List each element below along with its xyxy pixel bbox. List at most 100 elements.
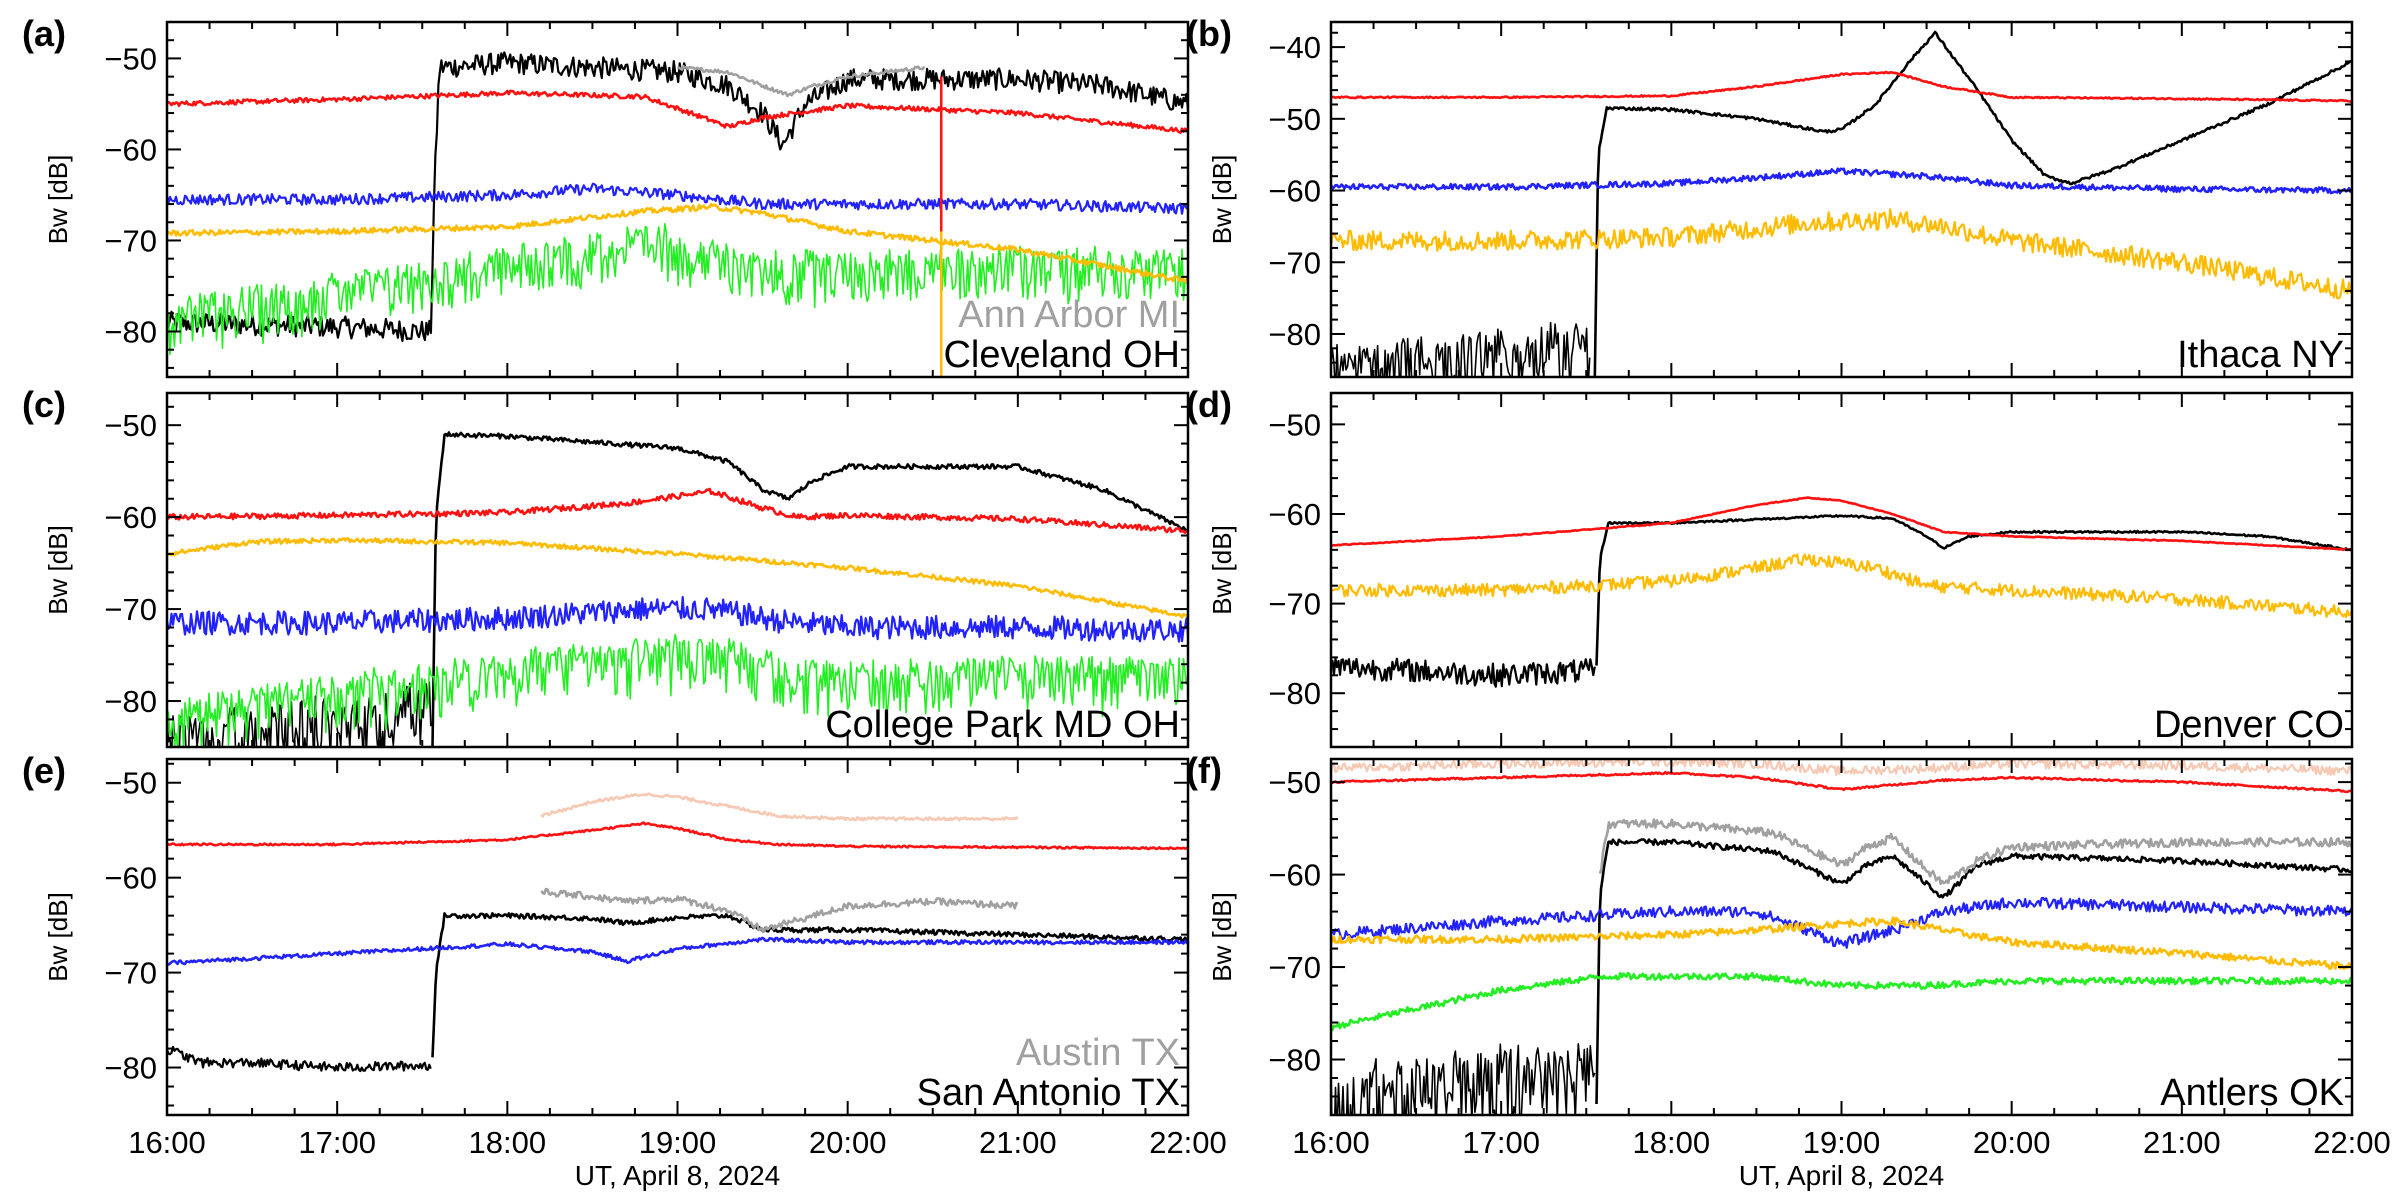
series-red-2 xyxy=(1331,496,2352,552)
x-tick-label: 16:00 xyxy=(128,1125,206,1160)
series-red-2 xyxy=(167,89,1188,134)
y-axis-title: Bw [dB] xyxy=(1207,892,1237,982)
y-tick-label: −50 xyxy=(1268,765,1321,800)
series-orange-4 xyxy=(1331,208,2352,300)
series-orange-3 xyxy=(167,537,1188,619)
x-tick-label: 21:00 xyxy=(979,1125,1057,1160)
series-green-5 xyxy=(167,633,1188,747)
series-red-1 xyxy=(1331,770,2352,794)
y-tick-label: −60 xyxy=(104,500,157,535)
y-tick-label: −70 xyxy=(1268,950,1321,985)
y-tick-label: −40 xyxy=(1268,30,1321,65)
panel-frame xyxy=(1329,757,2354,1117)
series-green-7 xyxy=(1331,971,2352,1032)
panel-letter: (a) xyxy=(22,13,66,54)
series-gray-4 xyxy=(540,887,1018,934)
series-blue-5 xyxy=(167,936,1188,966)
series-black-1 xyxy=(1593,30,2352,377)
x-tick-label: 20:00 xyxy=(1973,1125,2051,1160)
y-tick-label: −50 xyxy=(1268,102,1321,137)
y-tick-label: −80 xyxy=(104,1051,157,1086)
series-gray-4 xyxy=(1598,818,2352,885)
series-green-4 xyxy=(167,223,1188,356)
y-axis-title: Bw [dB] xyxy=(1207,155,1237,245)
station-label: Cleveland OH xyxy=(943,334,1180,376)
panel-0: −80 −70 −60 −50 Bw [dB] (a) Ann Arbor MIClevel… xyxy=(22,13,1190,379)
panel-letter: (c) xyxy=(22,384,66,425)
y-tick-label: −60 xyxy=(1268,858,1321,893)
y-tick-label: −60 xyxy=(1268,174,1321,209)
series-black-1 xyxy=(431,431,1188,747)
y-tick-label: −70 xyxy=(1268,587,1321,622)
series-red-2 xyxy=(1331,70,2352,103)
series-orange-3 xyxy=(1331,553,2352,619)
x-tick-label: 18:00 xyxy=(1633,1125,1711,1160)
series-black-0 xyxy=(167,1045,432,1073)
y-axis-title: Bw [dB] xyxy=(43,892,73,982)
plot-area xyxy=(1331,30,2352,377)
y-axis-title: Bw [dB] xyxy=(43,525,73,615)
series-blue-3 xyxy=(1331,167,2352,195)
x-tick-label: 17:00 xyxy=(298,1125,376,1160)
y-tick-label: −70 xyxy=(104,592,157,627)
series-orange-5 xyxy=(167,202,1188,285)
station-label: Ithaca NY xyxy=(2177,334,2344,376)
station-label: Ann Arbor MI xyxy=(958,294,1180,336)
y-axis-title: Bw [dB] xyxy=(1207,525,1237,615)
panel-1: −80 −70 −60 −50 −40 Bw [dB] (b) Ithaca NY xyxy=(1186,13,2354,379)
y-tick-label: −70 xyxy=(1268,245,1321,280)
x-tick-label: 18:00 xyxy=(469,1125,547,1160)
y-tick-label: −80 xyxy=(1268,317,1321,352)
panel-letter: (e) xyxy=(22,750,66,791)
panel-2: −80 −70 −60 −50 Bw [dB] (c) College Park MD OH xyxy=(22,384,1190,749)
plot-area xyxy=(167,51,1188,377)
station-label: Austin TX xyxy=(1016,1032,1180,1074)
station-label: College Park MD OH xyxy=(825,704,1180,746)
x-tick-label: 21:00 xyxy=(2143,1125,2221,1160)
y-tick-label: −80 xyxy=(104,684,157,719)
series-black-0 xyxy=(1331,321,1591,377)
x-tick-label: 22:00 xyxy=(2313,1125,2391,1160)
series-black-0 xyxy=(167,51,1188,342)
panel-5: −80 −70 −60 −50 16:00 17:00 18:00 19:00 20:00 21:… xyxy=(1186,750,2391,1191)
series-blue-5 xyxy=(1331,896,2352,949)
y-axis-title: Bw [dB] xyxy=(43,155,73,245)
y-tick-label: −50 xyxy=(104,766,157,801)
panel-4: −80 −70 −60 −50 16:00 17:00 18:00 19:00 20:00 21:… xyxy=(22,750,1227,1191)
y-tick-label: −60 xyxy=(104,132,157,167)
y-tick-label: −50 xyxy=(1268,407,1321,442)
station-label: Antlers OK xyxy=(2160,1072,2344,1114)
panel-frame xyxy=(1329,391,2354,749)
x-axis-title: UT, April 8, 2024 xyxy=(575,1160,780,1191)
station-label: San Antonio TX xyxy=(917,1072,1180,1114)
x-tick-label: 16:00 xyxy=(1292,1125,1370,1160)
plot-area xyxy=(1331,496,2352,688)
y-tick-label: −80 xyxy=(1268,676,1321,711)
y-tick-label: −80 xyxy=(104,314,157,349)
series-orange-6 xyxy=(1331,916,2352,970)
series-blue-3 xyxy=(167,182,1188,215)
station-label: Denver CO xyxy=(2154,704,2344,746)
panel-3: −80 −70 −60 −50 Bw [dB] (d) Denver CO xyxy=(1186,384,2354,749)
series-red-2 xyxy=(167,487,1188,534)
series-black-1 xyxy=(1595,514,2352,666)
series-gray-1 xyxy=(676,65,926,98)
x-tick-label: 20:00 xyxy=(809,1125,887,1160)
series-peach-2 xyxy=(540,792,1019,822)
series-red-3 xyxy=(167,821,1188,851)
y-tick-label: −50 xyxy=(104,41,157,76)
y-tick-label: −50 xyxy=(104,408,157,443)
plot-area xyxy=(167,431,1188,747)
series-black-1 xyxy=(431,912,1188,1058)
panel-letter: (d) xyxy=(1186,384,1232,425)
y-tick-label: −60 xyxy=(1268,497,1321,532)
panel-letter: (f) xyxy=(1186,750,1222,791)
series-black-2 xyxy=(1331,1043,1596,1115)
x-tick-label: 19:00 xyxy=(1803,1125,1881,1160)
series-black-0 xyxy=(1331,657,1596,688)
series-black-3 xyxy=(1595,838,2352,1105)
panel-letter: (b) xyxy=(1186,13,1232,54)
x-tick-label: 19:00 xyxy=(639,1125,717,1160)
plot-area xyxy=(167,792,1188,1073)
